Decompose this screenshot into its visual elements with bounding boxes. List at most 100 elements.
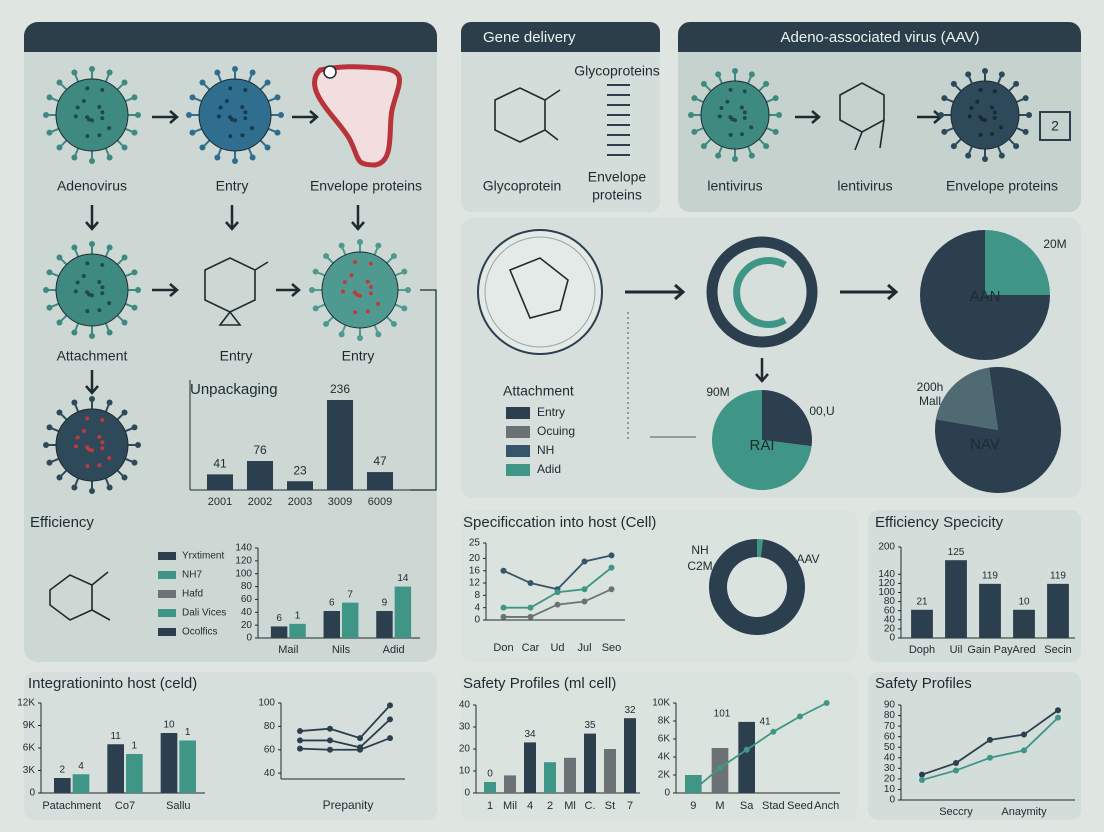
- y-tick-label: 20: [469, 553, 481, 564]
- spike-tip: [46, 94, 53, 101]
- y-tick-label: 0: [889, 633, 895, 644]
- y-tick-label: 10: [884, 784, 896, 795]
- spike-tip: [71, 329, 78, 336]
- molecule: [49, 571, 111, 621]
- dot: [100, 446, 105, 451]
- virus: [43, 396, 141, 494]
- y-tick-label: 0: [474, 615, 480, 626]
- spike-tip: [89, 66, 95, 72]
- bar: [945, 560, 967, 638]
- y-tick-label: 20: [241, 620, 253, 631]
- x-axis-label: Prepanity: [323, 798, 374, 812]
- point: [743, 746, 750, 753]
- dot: [85, 134, 90, 139]
- annotation: 10: [163, 720, 175, 731]
- y-tick-label: 12K: [17, 698, 35, 709]
- x-tick-label: Ml: [564, 800, 576, 812]
- label: Entry: [216, 178, 249, 194]
- y-tick-label: 16: [469, 565, 481, 576]
- dot: [97, 463, 102, 468]
- dot: [365, 279, 370, 284]
- y-tick-label: 9K: [23, 720, 36, 731]
- header-title: Gene delivery: [483, 29, 576, 46]
- x-tick-label: Stad: [762, 800, 785, 812]
- label: lentivirus: [707, 178, 762, 194]
- spike-tip: [950, 143, 957, 150]
- spike-tip: [56, 144, 63, 151]
- x-tick-label: 2001: [208, 496, 232, 508]
- dot: [353, 259, 358, 264]
- dot: [240, 105, 245, 110]
- label: Adenovirus: [57, 178, 127, 194]
- dot: [100, 110, 105, 115]
- spike-tip: [46, 459, 53, 466]
- dot: [358, 293, 362, 298]
- y-tick-label: 60: [884, 731, 896, 742]
- dot: [975, 99, 980, 104]
- point: [581, 586, 588, 593]
- bar: [376, 611, 393, 638]
- y-tick-label: 60: [264, 744, 276, 755]
- spike-tip: [274, 129, 281, 136]
- slice: [920, 230, 1050, 360]
- bar: [394, 586, 412, 638]
- x-tick-label: 2002: [248, 496, 272, 508]
- spike-tip: [732, 156, 738, 162]
- y-tick-label: 20: [459, 744, 471, 755]
- line: [299, 737, 391, 751]
- point: [919, 776, 925, 783]
- annotation: 119: [982, 570, 998, 581]
- capsid: [198, 78, 272, 152]
- point: [500, 567, 507, 574]
- spike-tip: [1026, 112, 1032, 118]
- point: [527, 613, 534, 620]
- spike-tip: [390, 253, 397, 260]
- line: [300, 718, 391, 749]
- point: [1055, 707, 1061, 714]
- dot: [740, 132, 745, 137]
- y-tick-label: 12: [469, 578, 481, 589]
- dot: [85, 290, 90, 295]
- x-tick-label: Gain Pay: [967, 644, 1013, 656]
- spike-tip: [715, 71, 722, 78]
- virus: [688, 68, 782, 162]
- y-tick-label: 50: [884, 742, 896, 753]
- legend-title: Attachment: [503, 383, 574, 399]
- bar: [979, 583, 1001, 638]
- slice: [757, 539, 764, 558]
- capsid-arc: [733, 257, 787, 328]
- chart-title: Safety Profiles: [875, 675, 972, 692]
- chart-title: Safety Profiles (ml cell): [463, 675, 616, 692]
- aav-header: [678, 22, 1081, 52]
- gene-header: [461, 22, 660, 52]
- annotation: 2: [60, 765, 66, 776]
- y-tick-label: 30: [459, 722, 471, 733]
- dot: [228, 86, 233, 91]
- spike-tip: [323, 320, 330, 327]
- data-label: 41: [213, 457, 227, 471]
- point: [297, 745, 303, 752]
- spike-tip: [186, 112, 192, 118]
- y-tick-label: 2K: [658, 770, 671, 781]
- arrows: [85, 110, 943, 491]
- annotation: 125: [948, 547, 965, 558]
- legend-swatch: [158, 571, 176, 579]
- dot: [73, 289, 78, 294]
- spike-tip: [249, 69, 256, 76]
- x-tick-label: M: [715, 800, 724, 812]
- spike-tip: [89, 158, 95, 164]
- dot: [216, 114, 221, 119]
- spike-tip: [131, 304, 138, 311]
- point: [1021, 731, 1027, 738]
- x-tick-label: Secin: [1044, 644, 1072, 656]
- arrow: [276, 283, 301, 297]
- dot: [100, 291, 105, 296]
- cell-inner: [484, 236, 596, 348]
- x-tick-label: 6009: [368, 496, 392, 508]
- dot: [340, 289, 345, 294]
- dot: [742, 116, 747, 121]
- point: [500, 613, 507, 620]
- legend-label: Yrxtiment: [182, 551, 224, 562]
- y-tick-label: 8K: [658, 716, 671, 727]
- spike-tip: [121, 79, 128, 86]
